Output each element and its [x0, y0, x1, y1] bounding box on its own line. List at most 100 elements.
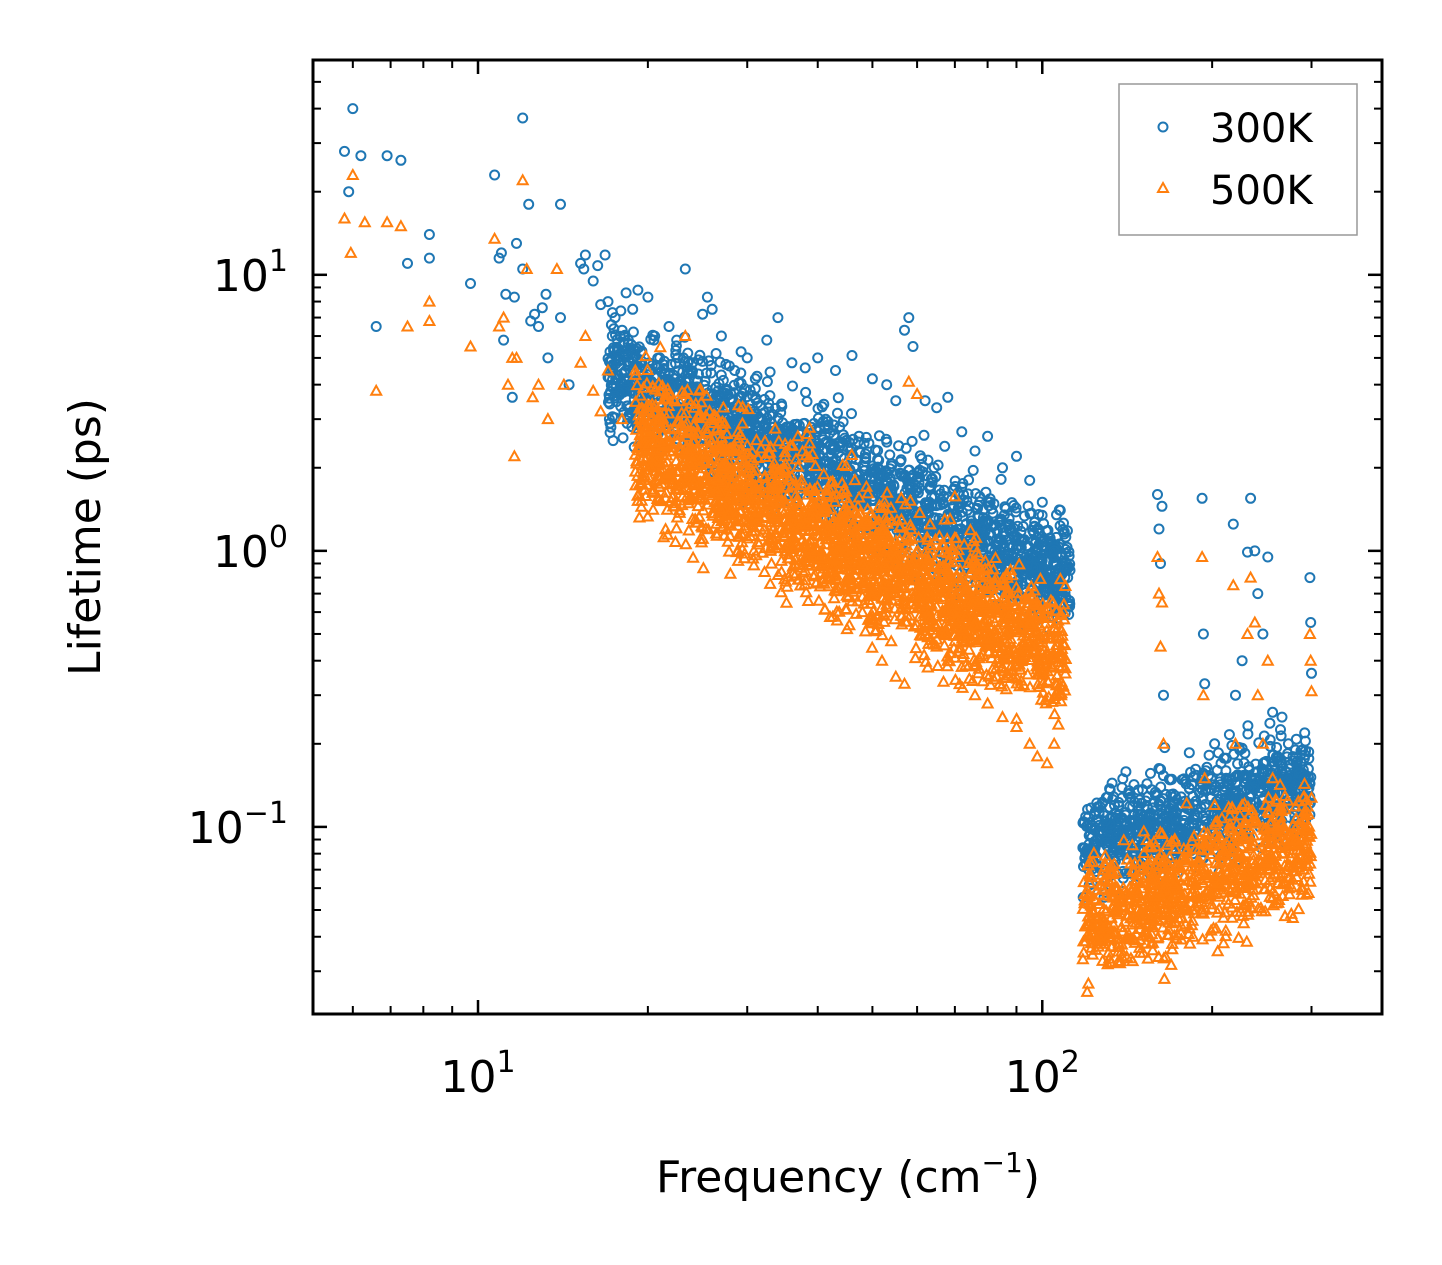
data-point-300k	[997, 462, 1008, 474]
data-point-300k	[830, 365, 841, 376]
data-point-500k	[907, 619, 922, 632]
data-point-300k	[697, 308, 709, 320]
data-point-500k	[880, 485, 894, 498]
data-point-500k	[763, 576, 777, 589]
data-point-500k	[901, 571, 915, 584]
data-point-500k	[857, 531, 872, 544]
data-point-300k	[508, 291, 520, 303]
data-point-500k	[660, 454, 674, 467]
data-point-500k	[735, 399, 750, 412]
data-point-500k	[931, 658, 945, 671]
data-point-500k	[963, 566, 977, 579]
data-point-300k	[609, 392, 621, 404]
data-point-500k	[869, 622, 884, 635]
data-point-300k	[997, 530, 1009, 542]
data-point-300k	[1148, 813, 1160, 824]
data-point-500k	[1023, 652, 1037, 665]
data-point-300k	[1041, 536, 1053, 548]
data-point-500k	[792, 572, 806, 585]
data-point-300k	[986, 542, 997, 554]
data-point-300k	[1177, 818, 1189, 830]
data-point-300k	[1141, 801, 1153, 813]
data-point-500k	[956, 650, 970, 663]
data-point-300k	[1298, 752, 1310, 764]
data-point-300k	[1129, 796, 1141, 808]
data-point-300k	[679, 263, 691, 275]
data-point-300k	[715, 330, 727, 342]
data-point-500k	[668, 534, 683, 547]
data-point-500k	[877, 614, 891, 627]
data-point-300k	[1025, 575, 1037, 587]
data-point-300k	[1220, 765, 1232, 777]
data-point-300k	[587, 275, 599, 287]
data-point-500k	[693, 492, 707, 505]
data-point-500k	[758, 469, 772, 482]
data-point-500k	[790, 527, 804, 540]
data-point-500k	[1052, 659, 1066, 672]
data-point-300k	[890, 395, 902, 407]
data-point-300k	[1243, 782, 1255, 794]
data-point-300k	[931, 402, 943, 414]
data-point-500k	[940, 532, 954, 545]
data-point-300k	[1010, 506, 1022, 518]
data-point-500k	[945, 598, 959, 611]
data-point-300k	[654, 352, 666, 364]
data-point-300k	[683, 372, 695, 384]
data-point-500k	[686, 550, 700, 563]
data-point-500k	[668, 499, 682, 512]
data-point-300k	[1299, 735, 1311, 747]
data-point-300k	[533, 321, 544, 332]
data-point-500k	[946, 604, 960, 617]
data-point-500k	[681, 496, 696, 509]
data-point-300k	[912, 487, 924, 499]
data-point-300k	[799, 362, 811, 374]
data-point-300k	[1292, 755, 1303, 767]
data-point-500k	[1027, 597, 1041, 610]
data-point-500k	[874, 500, 889, 513]
data-point-500k	[1050, 668, 1064, 681]
data-point-500k	[943, 606, 957, 619]
data-point-300k	[1036, 496, 1048, 508]
data-point-500k	[970, 635, 984, 648]
data-point-300k	[1226, 740, 1238, 751]
data-point-500k	[938, 626, 952, 639]
data-point-300k	[687, 357, 698, 369]
data-point-300k	[381, 150, 393, 162]
data-point-300k	[1104, 783, 1116, 795]
data-point-300k	[536, 302, 548, 314]
data-point-500k	[969, 530, 983, 543]
data-point-500k	[904, 522, 918, 535]
data-point-500k	[1008, 657, 1023, 670]
data-point-500k	[1041, 674, 1056, 687]
data-point-300k	[1238, 757, 1250, 769]
data-point-300k	[817, 434, 829, 446]
data-point-500k	[922, 573, 936, 586]
data-point-500k	[991, 652, 1005, 665]
data-point-500k	[662, 406, 676, 419]
data-point-300k	[677, 366, 689, 378]
data-point-500k	[884, 500, 898, 513]
data-point-500k	[898, 614, 913, 627]
data-point-300k	[1223, 729, 1235, 741]
data-point-300k	[1160, 788, 1172, 800]
data-point-500k	[846, 584, 860, 597]
data-point-300k	[1197, 784, 1208, 796]
data-point-300k	[1157, 808, 1169, 820]
data-point-500k	[779, 595, 794, 608]
data-point-300k	[1153, 523, 1165, 535]
data-point-300k	[1054, 504, 1066, 516]
data-point-500k	[758, 449, 773, 462]
data-point-500k	[707, 452, 721, 465]
data-point-500k	[798, 577, 812, 590]
data-point-300k	[498, 334, 510, 346]
data-point-500k	[728, 511, 742, 524]
data-point-300k	[1223, 779, 1235, 791]
data-point-500k	[630, 378, 644, 391]
data-point-300k	[1133, 812, 1145, 824]
data-point-300k	[735, 346, 747, 358]
data-point-300k	[973, 510, 985, 522]
data-point-500k	[1030, 662, 1044, 675]
data-point-500k	[629, 456, 644, 469]
data-point-500k	[846, 518, 860, 531]
data-point-300k	[1180, 775, 1192, 787]
